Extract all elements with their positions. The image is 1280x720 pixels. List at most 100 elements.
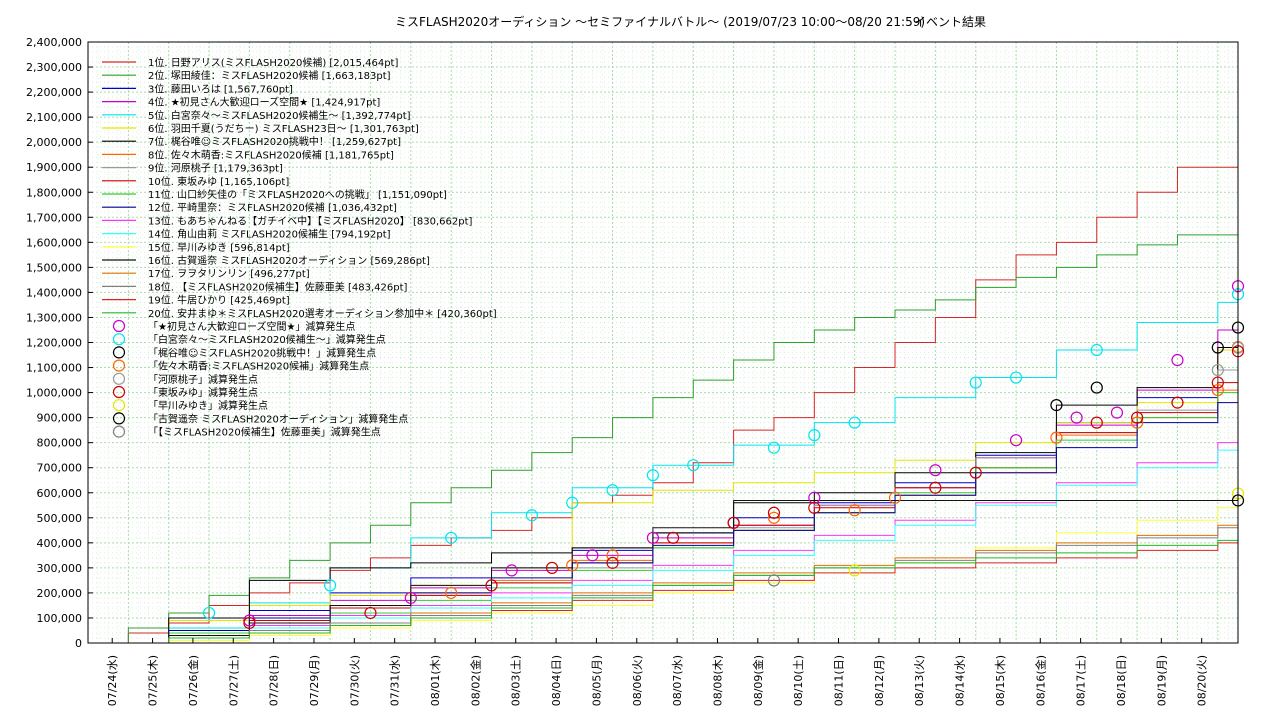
y-tick-label: 2,100,000 xyxy=(26,111,82,124)
decrease-marker xyxy=(848,416,861,429)
legend-marker xyxy=(112,385,126,399)
decrease-marker xyxy=(646,469,660,482)
decrease-marker xyxy=(1009,434,1023,447)
decrease-marker xyxy=(364,606,377,620)
y-tick-label: 700,000 xyxy=(37,462,83,475)
y-tick-label: 2,400,000 xyxy=(26,36,82,49)
decrease-marker xyxy=(445,531,458,544)
decrease-marker xyxy=(1090,381,1103,394)
legend-entry: 4位. ★初見さん大歓迎ローズ空間★ [1,424,917pt] xyxy=(148,96,380,109)
series-line xyxy=(88,351,1239,644)
series-line xyxy=(88,499,1238,644)
legend-entry: 19位. 牛居ひかり [425,469pt] xyxy=(148,294,290,307)
legend-entry: 「梶谷唯☺ミスFLASH2020挑戦中！」減算発生点 xyxy=(148,346,376,359)
legend-entry: 「白宮奈々〜ミスFLASH2020候補生〜」減算発生点 xyxy=(148,333,386,346)
chart-subtitle: イベント結果 xyxy=(914,15,986,29)
legend-entry: 20位. 安井まゆ＊ミスFLASH2020選考オーディション参加中＊ [420,… xyxy=(148,307,497,320)
decrease-marker xyxy=(586,549,599,562)
decrease-marker xyxy=(969,466,982,479)
legend-marker xyxy=(112,425,126,438)
y-tick-label: 1,100,000 xyxy=(26,362,82,375)
decrease-marker xyxy=(767,441,781,454)
y-tick-label: 800,000 xyxy=(37,437,83,450)
decrease-marker xyxy=(445,586,458,600)
x-tick-label: 07/30(火) xyxy=(348,655,361,706)
y-tick-label: 1,400,000 xyxy=(26,286,82,299)
x-tick-label: 08/06(火) xyxy=(631,655,644,706)
y-tick-label: 1,800,000 xyxy=(26,186,82,199)
y-tick-label: 300,000 xyxy=(37,562,83,575)
legend-entry: 2位. 塚田綾佳：ミスFLASH2020候補 [1,663,183pt] xyxy=(148,69,391,82)
legend-marker xyxy=(112,359,126,372)
legend-entry: 6位. 羽田千夏(うだちー) ミスFLASH23日〜 [1,301,763pt] xyxy=(148,122,419,135)
decrease-marker xyxy=(1070,411,1083,424)
decrease-marker xyxy=(1090,416,1103,429)
legend-entry: 15位. 早川みゆき [596,814pt] xyxy=(148,241,290,254)
decrease-marker xyxy=(1090,343,1103,357)
x-tick-label: 08/11(日) xyxy=(833,655,846,706)
x-tick-label: 07/29(月) xyxy=(308,655,321,706)
y-tick-label: 900,000 xyxy=(37,412,83,425)
x-tick-label: 08/09(金) xyxy=(751,655,765,706)
decrease-marker xyxy=(1009,371,1023,384)
decrease-marker xyxy=(929,481,942,494)
legend-entry: 「古賀遥奈 ミスFLASH2020オーディション」減算発生点 xyxy=(148,412,408,425)
decrease-marker xyxy=(1211,341,1224,354)
series-line xyxy=(88,226,1239,644)
decrease-marker xyxy=(687,459,700,472)
y-tick-label: 400,000 xyxy=(37,537,83,550)
decrease-marker xyxy=(808,491,821,504)
decrease-marker xyxy=(1050,431,1063,444)
legend: 1位. 日野アリス(ミスFLASH2020候補) [2,015,464pt]2位… xyxy=(102,56,497,439)
y-axis: 0 100,000 200,000 300,000 400,000 500,000 600,… xyxy=(26,36,93,650)
decrease-marker xyxy=(808,429,821,442)
x-tick-label: 07/27(土) xyxy=(227,655,240,706)
decrease-marker xyxy=(606,556,619,569)
legend-entry: 18位. 【ミスFLASH2020候補生】佐藤亜美 [483,426pt] xyxy=(148,280,407,293)
y-tick-label: 2,000,000 xyxy=(26,136,82,149)
decrease-marker xyxy=(606,549,619,562)
legend-marker xyxy=(112,372,126,385)
decrease-marker xyxy=(666,531,680,544)
legend-entry: 13位. もあちゃんねる【ガチイベ中】【ミスFLASH2020】 [830,66… xyxy=(148,214,472,227)
legend-marker xyxy=(112,399,126,412)
x-tick-label: 08/15(木) xyxy=(994,655,1007,706)
series-line xyxy=(88,537,1239,644)
legend-entry: 「【ミスFLASH2020候補生】佐藤亜美」減算発生点 xyxy=(148,426,381,439)
x-tick-label: 08/18(日) xyxy=(1115,655,1128,706)
x-tick-label: 07/24(水) xyxy=(106,655,119,706)
decrease-marker xyxy=(1211,363,1224,377)
x-tick-label: 08/19(月) xyxy=(1155,655,1168,706)
x-tick-label: 08/04(日) xyxy=(550,655,563,706)
decrease-marker xyxy=(505,564,518,577)
legend-entry: 12位. 平崎里奈：ミスFLASH2020候補 [1,036,432pt] xyxy=(148,201,397,214)
x-tick-label: 08/08(木) xyxy=(711,655,724,706)
decrease-marker xyxy=(848,564,861,577)
x-tick-label: 08/03(土) xyxy=(510,655,523,706)
decrease-marker xyxy=(545,561,559,574)
x-tick-label: 07/31(水) xyxy=(389,655,402,706)
decrease-marker xyxy=(767,511,781,524)
y-tick-label: 1,500,000 xyxy=(26,261,82,274)
legend-entry: 「河原桃子」減算発生点 xyxy=(148,373,258,386)
legend-entry: 9位. 河原桃子 [1,179,363pt] xyxy=(148,162,283,175)
legend-marker xyxy=(112,333,126,346)
legend-entry: 16位. 古賀遥奈 ミスFLASH2020オーディション [569,286pt] xyxy=(148,254,430,267)
legend-entry: 5位. 白宮奈々〜ミスFLASH2020候補生〜 [1,392,774pt] xyxy=(148,109,411,122)
x-tick-label: 08/16(金) xyxy=(1033,655,1047,706)
legend-entry: 17位. ヲヲタリンリン [496,277pt] xyxy=(148,267,310,280)
decrease-marker xyxy=(243,616,256,630)
x-tick-label: 08/05(月) xyxy=(590,655,603,706)
legend-entry: 3位. 藤田いろは [1,567,760pt] xyxy=(148,82,293,95)
x-tick-label: 08/01(木) xyxy=(429,655,442,706)
y-tick-label: 500,000 xyxy=(37,512,83,525)
decrease-marker xyxy=(566,559,579,572)
decrease-marker xyxy=(767,506,781,519)
x-axis: 07/24(水) 07/25(木) 07/26(金) 07/27(土) 07/28(日)… xyxy=(106,638,1209,706)
decrease-marker xyxy=(1211,376,1224,389)
chart-title: ミスFLASH2020オーディション 〜セミファイナルバトル〜 (2019/07… xyxy=(395,14,925,29)
y-tick-label: 1,200,000 xyxy=(26,337,82,350)
decrease-marker xyxy=(485,579,498,592)
y-tick-label: 1,900,000 xyxy=(26,161,82,174)
decrease-marker xyxy=(566,496,579,509)
